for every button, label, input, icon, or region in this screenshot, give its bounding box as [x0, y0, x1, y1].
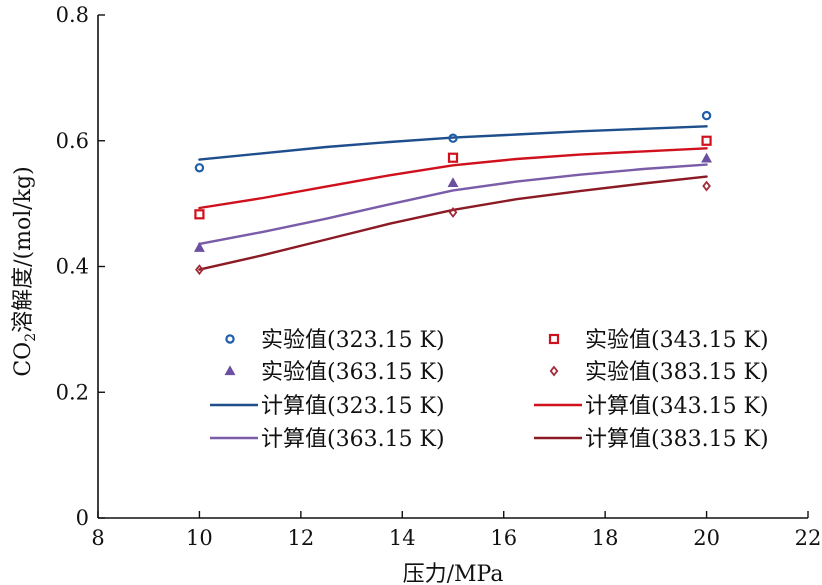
data-point-square [447, 152, 459, 163]
data-point-diamond [702, 180, 711, 192]
series-markers [193, 110, 713, 276]
data-point-triangle [224, 365, 236, 376]
data-point-circle [701, 110, 712, 121]
data-point-circle [194, 163, 205, 173]
data-point-triangle [447, 177, 459, 188]
x-tick-label: 20 [693, 526, 720, 550]
data-point-square [701, 135, 712, 146]
data-point-diamond [195, 264, 204, 276]
y-tick-label: 0 [76, 506, 89, 530]
legend-label: 实验值(323.15 K) [261, 328, 445, 353]
y-axis-title-part: 溶解度/(mol/kg) [11, 166, 36, 333]
y-tick-label: 0.8 [56, 3, 89, 27]
series-line [198, 163, 708, 246]
data-point-square [194, 209, 205, 220]
data-point-triangle [701, 152, 713, 163]
data-point-diamond [549, 365, 559, 377]
series-line [198, 125, 708, 161]
data-point-triangle [193, 242, 205, 252]
legend-label: 计算值(323.15 K) [261, 394, 445, 419]
data-point-square [548, 333, 560, 345]
y-tick-label: 0.4 [56, 255, 89, 279]
x-tick-label: 22 [795, 526, 822, 550]
legend-label: 实验值(363.15 K) [261, 360, 445, 385]
data-point-circle [448, 133, 458, 143]
x-tick-label: 16 [490, 526, 517, 550]
legend-label: 计算值(383.15 K) [585, 427, 769, 452]
x-axis-title: 压力/MPa [403, 562, 504, 585]
legend-label: 实验值(383.15 K) [585, 360, 769, 385]
x-tick-label: 18 [592, 526, 619, 550]
x-tick-label: 10 [186, 526, 213, 550]
series-line [198, 175, 708, 271]
x-tick-label: 14 [389, 526, 416, 550]
data-point-diamond [448, 206, 458, 218]
y-tick-label: 0.2 [56, 380, 89, 404]
y-axis-title-subscript: 2 [23, 333, 39, 342]
x-tick-label: 12 [287, 526, 314, 550]
series-line [198, 147, 708, 210]
y-axis-title: CO2溶解度/(mol/kg) [11, 166, 39, 376]
x-tick-label: 8 [91, 526, 104, 550]
legend-label: 计算值(363.15 K) [261, 427, 445, 452]
data-point-circle [225, 334, 235, 344]
legend-label: 实验值(343.15 K) [585, 328, 769, 353]
y-tick-label: 0.6 [56, 129, 89, 153]
legend-label: 计算值(343.15 K) [585, 394, 769, 419]
legend: 实验值(323.15 K) 实验值(343.15 K) 实验值(363.15 K) 实… [210, 328, 769, 452]
ticks: 8 10 12 14 16 18 20 22 0 0.2 0.4 0.6 0.8 [56, 3, 822, 550]
series-lines [198, 125, 708, 271]
y-axis-title-part: CO [11, 342, 36, 377]
